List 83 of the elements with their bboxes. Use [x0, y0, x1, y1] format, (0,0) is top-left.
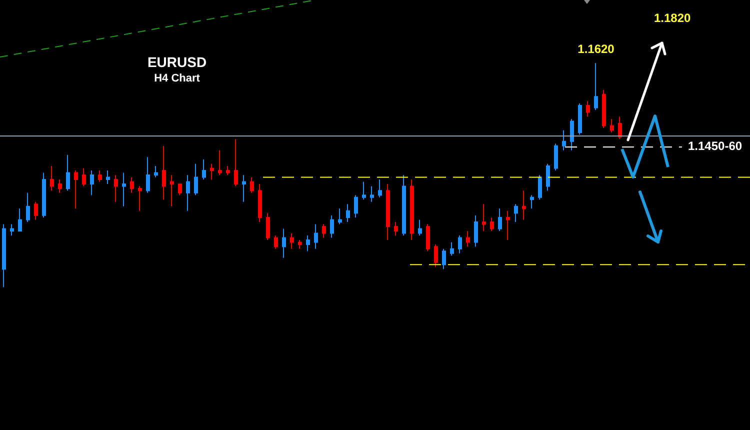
candlestick — [162, 145, 166, 200]
text: 1.1450-60 — [688, 139, 742, 153]
candlestick — [186, 174, 190, 212]
candlestick — [386, 183, 390, 240]
candlestick — [474, 214, 478, 248]
candlestick — [282, 228, 286, 258]
candlestick — [410, 178, 414, 240]
candlestick — [314, 224, 318, 250]
candlestick — [570, 118, 574, 151]
candlestick — [146, 156, 150, 194]
candlestick — [490, 217, 494, 232]
candlestick — [202, 158, 206, 180]
candlestick — [218, 150, 222, 176]
candlestick — [306, 234, 310, 252]
candlestick — [234, 138, 238, 187]
candlestick — [530, 194, 534, 210]
candlestick — [394, 222, 398, 236]
text: H4 Chart — [154, 72, 200, 84]
candlestick — [338, 208, 342, 225]
candlestick — [258, 183, 262, 223]
candlestick — [90, 170, 94, 196]
candlestick — [458, 234, 462, 254]
candlestick — [594, 62, 598, 111]
candlestick — [2, 224, 6, 288]
candlestick — [538, 174, 542, 200]
candlestick — [18, 208, 22, 232]
candlestick — [562, 130, 566, 151]
candlestick — [354, 194, 358, 218]
candlestick — [514, 204, 518, 223]
candlestick — [250, 176, 254, 194]
candlestick — [98, 170, 102, 182]
candlestick — [290, 232, 294, 250]
candlestick — [10, 224, 14, 236]
candlestick — [610, 118, 614, 133]
candlestick — [466, 230, 470, 248]
annotation: 1.1620 — [578, 42, 615, 56]
candlestick — [322, 224, 326, 238]
candlestick — [226, 166, 230, 176]
candlestick — [34, 201, 38, 220]
candlestick — [114, 174, 118, 202]
candlestick — [130, 176, 134, 194]
candlestick — [138, 186, 142, 212]
candlestick — [434, 244, 438, 268]
candlestick — [522, 190, 526, 220]
candlestick — [266, 212, 270, 240]
candlestick — [506, 210, 510, 240]
candlestick — [122, 172, 126, 207]
candlestick — [418, 219, 422, 236]
candlestick — [498, 208, 502, 232]
candlestick — [362, 181, 366, 200]
candlestick — [330, 214, 334, 238]
candlestick — [402, 174, 406, 236]
candlestick — [482, 204, 486, 232]
candlestick — [378, 178, 382, 198]
candlestick — [106, 170, 110, 184]
candlestick — [58, 178, 62, 194]
candlestick — [554, 143, 558, 172]
candlestick — [154, 166, 158, 178]
candlestick — [546, 163, 550, 192]
candlestick — [586, 100, 590, 118]
candlestick — [82, 168, 86, 187]
text: 1.1820 — [654, 11, 692, 25]
candlestick — [370, 186, 374, 202]
candlestick — [298, 239, 302, 250]
candlestick — [442, 248, 446, 270]
candlestick — [194, 163, 198, 196]
candlestick — [26, 192, 30, 223]
candlestick — [602, 89, 606, 128]
candlestick — [74, 170, 78, 210]
candlestick — [346, 204, 350, 223]
candlestick — [618, 116, 622, 140]
candlestick — [66, 154, 70, 192]
candlestick — [50, 166, 54, 192]
candlestick — [170, 174, 174, 207]
candlestick — [242, 174, 246, 202]
candlestick — [578, 102, 582, 136]
candlestick — [210, 163, 214, 180]
candlestick — [178, 183, 182, 196]
candlestick — [274, 234, 278, 250]
candlestick — [42, 172, 46, 218]
candlestick — [426, 224, 430, 252]
candlestick — [450, 242, 454, 256]
chart-title: EURUSD — [147, 54, 207, 70]
